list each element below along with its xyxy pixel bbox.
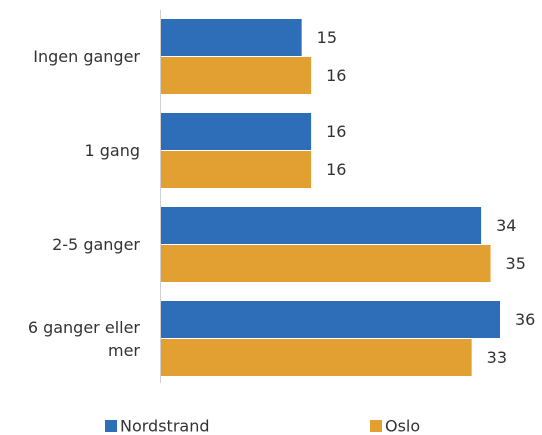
bar [161, 113, 312, 150]
category-label-box: 1 gang [84, 141, 140, 161]
legend-label: Nordstrand [120, 417, 210, 435]
data-label: 35 [506, 254, 526, 273]
category-label-box: 2-5 ganger [52, 235, 140, 255]
category-label: 2-5 ganger [52, 235, 140, 255]
category-label: 1 gang [84, 141, 140, 161]
data-label: 16 [326, 66, 346, 85]
legend-swatch [105, 420, 117, 432]
category-label-box: 6 ganger eller mer [27, 317, 140, 360]
data-label: 36 [515, 310, 535, 329]
legend-label: Oslo [385, 417, 420, 435]
bar [161, 151, 312, 188]
legend-swatch [370, 420, 382, 432]
data-label: 33 [487, 348, 507, 367]
bar [161, 339, 472, 376]
bar [161, 245, 491, 282]
category-label-box: Ingen ganger [33, 47, 140, 67]
data-label: 34 [496, 216, 516, 235]
data-label: 16 [326, 122, 346, 141]
bar [161, 301, 500, 338]
bar [161, 207, 482, 244]
bar [161, 57, 312, 94]
bar [161, 19, 302, 56]
category-label: 6 ganger eller mer [27, 317, 140, 360]
data-label: 15 [317, 28, 337, 47]
category-label: Ingen ganger [33, 47, 140, 67]
data-label: 16 [326, 160, 346, 179]
